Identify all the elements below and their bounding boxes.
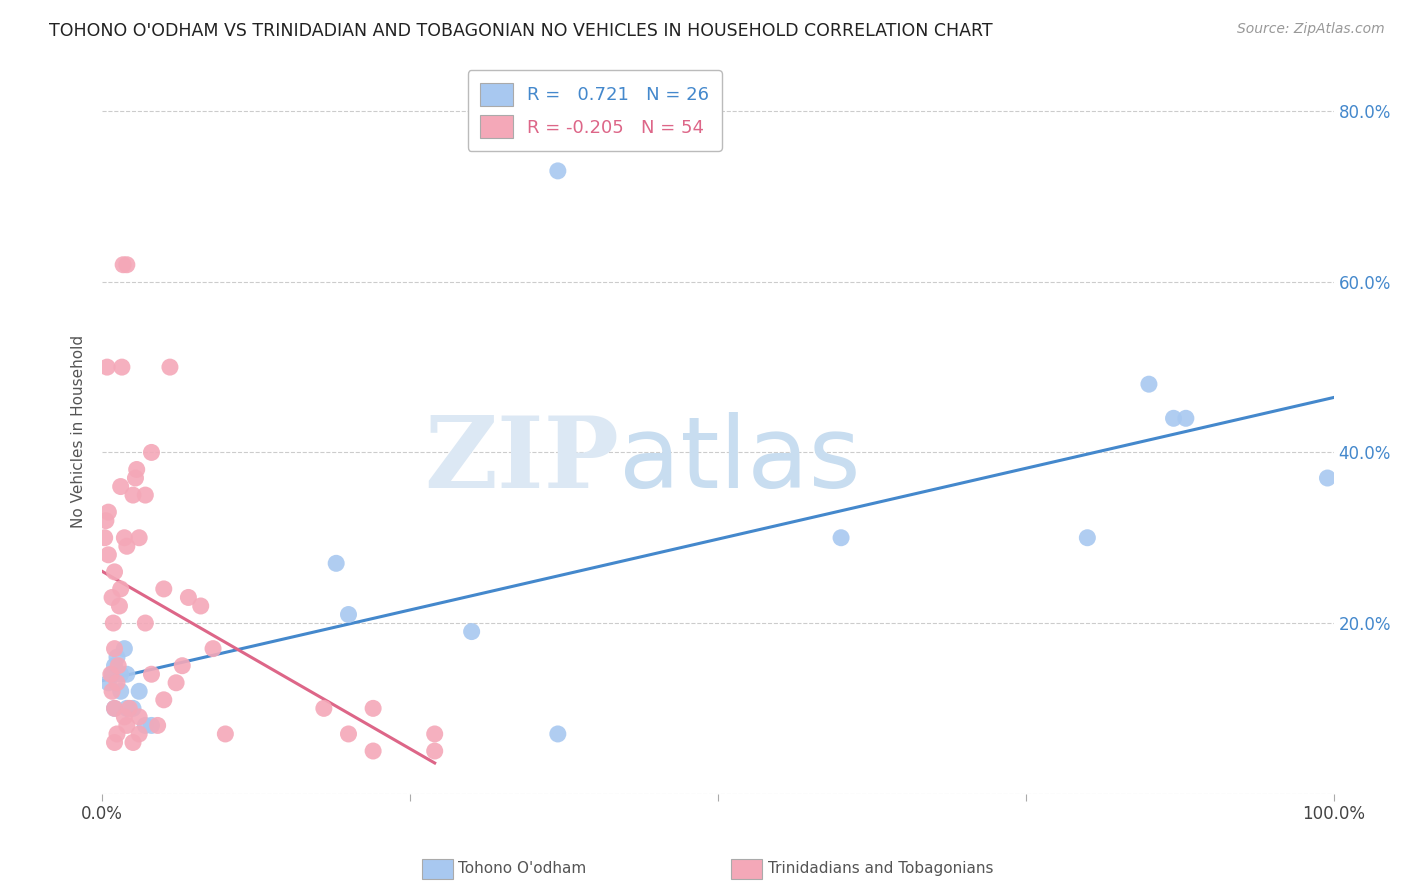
Point [96, 360, 118, 375]
Point [115, 718, 138, 732]
Point [122, 701, 145, 715]
Point [547, 164, 569, 178]
Point [830, 531, 852, 545]
Point [141, 718, 163, 732]
Point [361, 744, 384, 758]
Point [101, 667, 124, 681]
Point [190, 599, 212, 613]
Point [177, 591, 200, 605]
Point [337, 607, 360, 622]
Point [103, 735, 125, 749]
Point [172, 658, 194, 673]
Point [103, 565, 125, 579]
Point [110, 582, 132, 596]
Point [547, 727, 569, 741]
Point [107, 658, 129, 673]
Point [134, 615, 156, 630]
Point [112, 641, 135, 656]
Point [110, 684, 132, 698]
Point [103, 615, 125, 630]
Point [423, 744, 446, 758]
Point [1163, 411, 1185, 425]
Point [152, 693, 174, 707]
Point [115, 667, 138, 681]
Point [105, 675, 128, 690]
Point [1076, 531, 1098, 545]
Point [1137, 377, 1160, 392]
Point [312, 701, 335, 715]
Point [94, 514, 117, 528]
Point [105, 650, 128, 665]
Point [141, 445, 163, 459]
Point [423, 727, 446, 741]
Point [97, 675, 120, 690]
Point [159, 360, 181, 375]
Point [115, 701, 138, 715]
Text: ZIP: ZIP [425, 411, 620, 508]
Point [93, 531, 115, 545]
Point [1174, 411, 1197, 425]
Point [105, 727, 128, 741]
Point [100, 667, 122, 681]
Point [108, 599, 131, 613]
Point [134, 718, 156, 732]
Point [202, 641, 225, 656]
Point [122, 735, 145, 749]
Text: Trinidadians and Tobagonians: Trinidadians and Tobagonians [768, 862, 993, 876]
Legend: R =   0.721   N = 26, R = -0.205   N = 54: R = 0.721 N = 26, R = -0.205 N = 54 [468, 70, 721, 151]
Point [103, 701, 125, 715]
Point [103, 701, 125, 715]
Point [122, 488, 145, 502]
Point [128, 684, 150, 698]
Point [112, 710, 135, 724]
Point [111, 360, 134, 375]
Point [128, 727, 150, 741]
Point [146, 718, 169, 732]
Point [165, 675, 187, 690]
Point [141, 667, 163, 681]
Point [110, 479, 132, 493]
Point [337, 727, 360, 741]
Point [125, 462, 148, 476]
Point [97, 548, 120, 562]
Y-axis label: No Vehicles in Household: No Vehicles in Household [72, 334, 86, 528]
Point [103, 641, 125, 656]
Point [101, 684, 124, 698]
Point [214, 727, 236, 741]
Point [134, 488, 156, 502]
Point [103, 658, 125, 673]
Point [361, 701, 384, 715]
Text: Tohono O'odham: Tohono O'odham [458, 862, 586, 876]
Point [128, 531, 150, 545]
Point [101, 591, 124, 605]
Text: Source: ZipAtlas.com: Source: ZipAtlas.com [1237, 22, 1385, 37]
Point [115, 258, 138, 272]
Point [97, 505, 120, 519]
Point [112, 258, 135, 272]
Point [128, 710, 150, 724]
Text: TOHONO O'ODHAM VS TRINIDADIAN AND TOBAGONIAN NO VEHICLES IN HOUSEHOLD CORRELATIO: TOHONO O'ODHAM VS TRINIDADIAN AND TOBAGO… [49, 22, 993, 40]
Point [124, 471, 146, 485]
Point [325, 557, 347, 571]
Point [1316, 471, 1339, 485]
Point [112, 531, 135, 545]
Point [110, 667, 132, 681]
Text: atlas: atlas [620, 411, 860, 508]
Point [118, 701, 141, 715]
Point [460, 624, 482, 639]
Point [115, 539, 138, 553]
Point [152, 582, 174, 596]
